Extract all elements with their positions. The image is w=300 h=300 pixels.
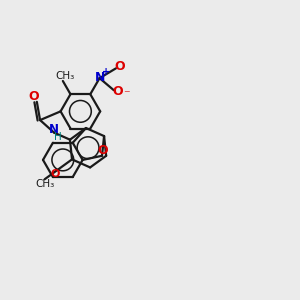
Text: +: + [102, 67, 111, 77]
Text: O: O [115, 60, 125, 73]
Text: H: H [54, 131, 62, 142]
Text: CH₃: CH₃ [55, 71, 74, 81]
Text: N: N [49, 123, 59, 136]
Text: O: O [28, 90, 39, 104]
Text: O: O [50, 169, 60, 179]
Text: O: O [112, 85, 123, 98]
Text: O: O [98, 144, 108, 157]
Text: N: N [95, 71, 106, 84]
Text: ⁻: ⁻ [123, 88, 130, 102]
Text: CH₃: CH₃ [35, 179, 54, 189]
